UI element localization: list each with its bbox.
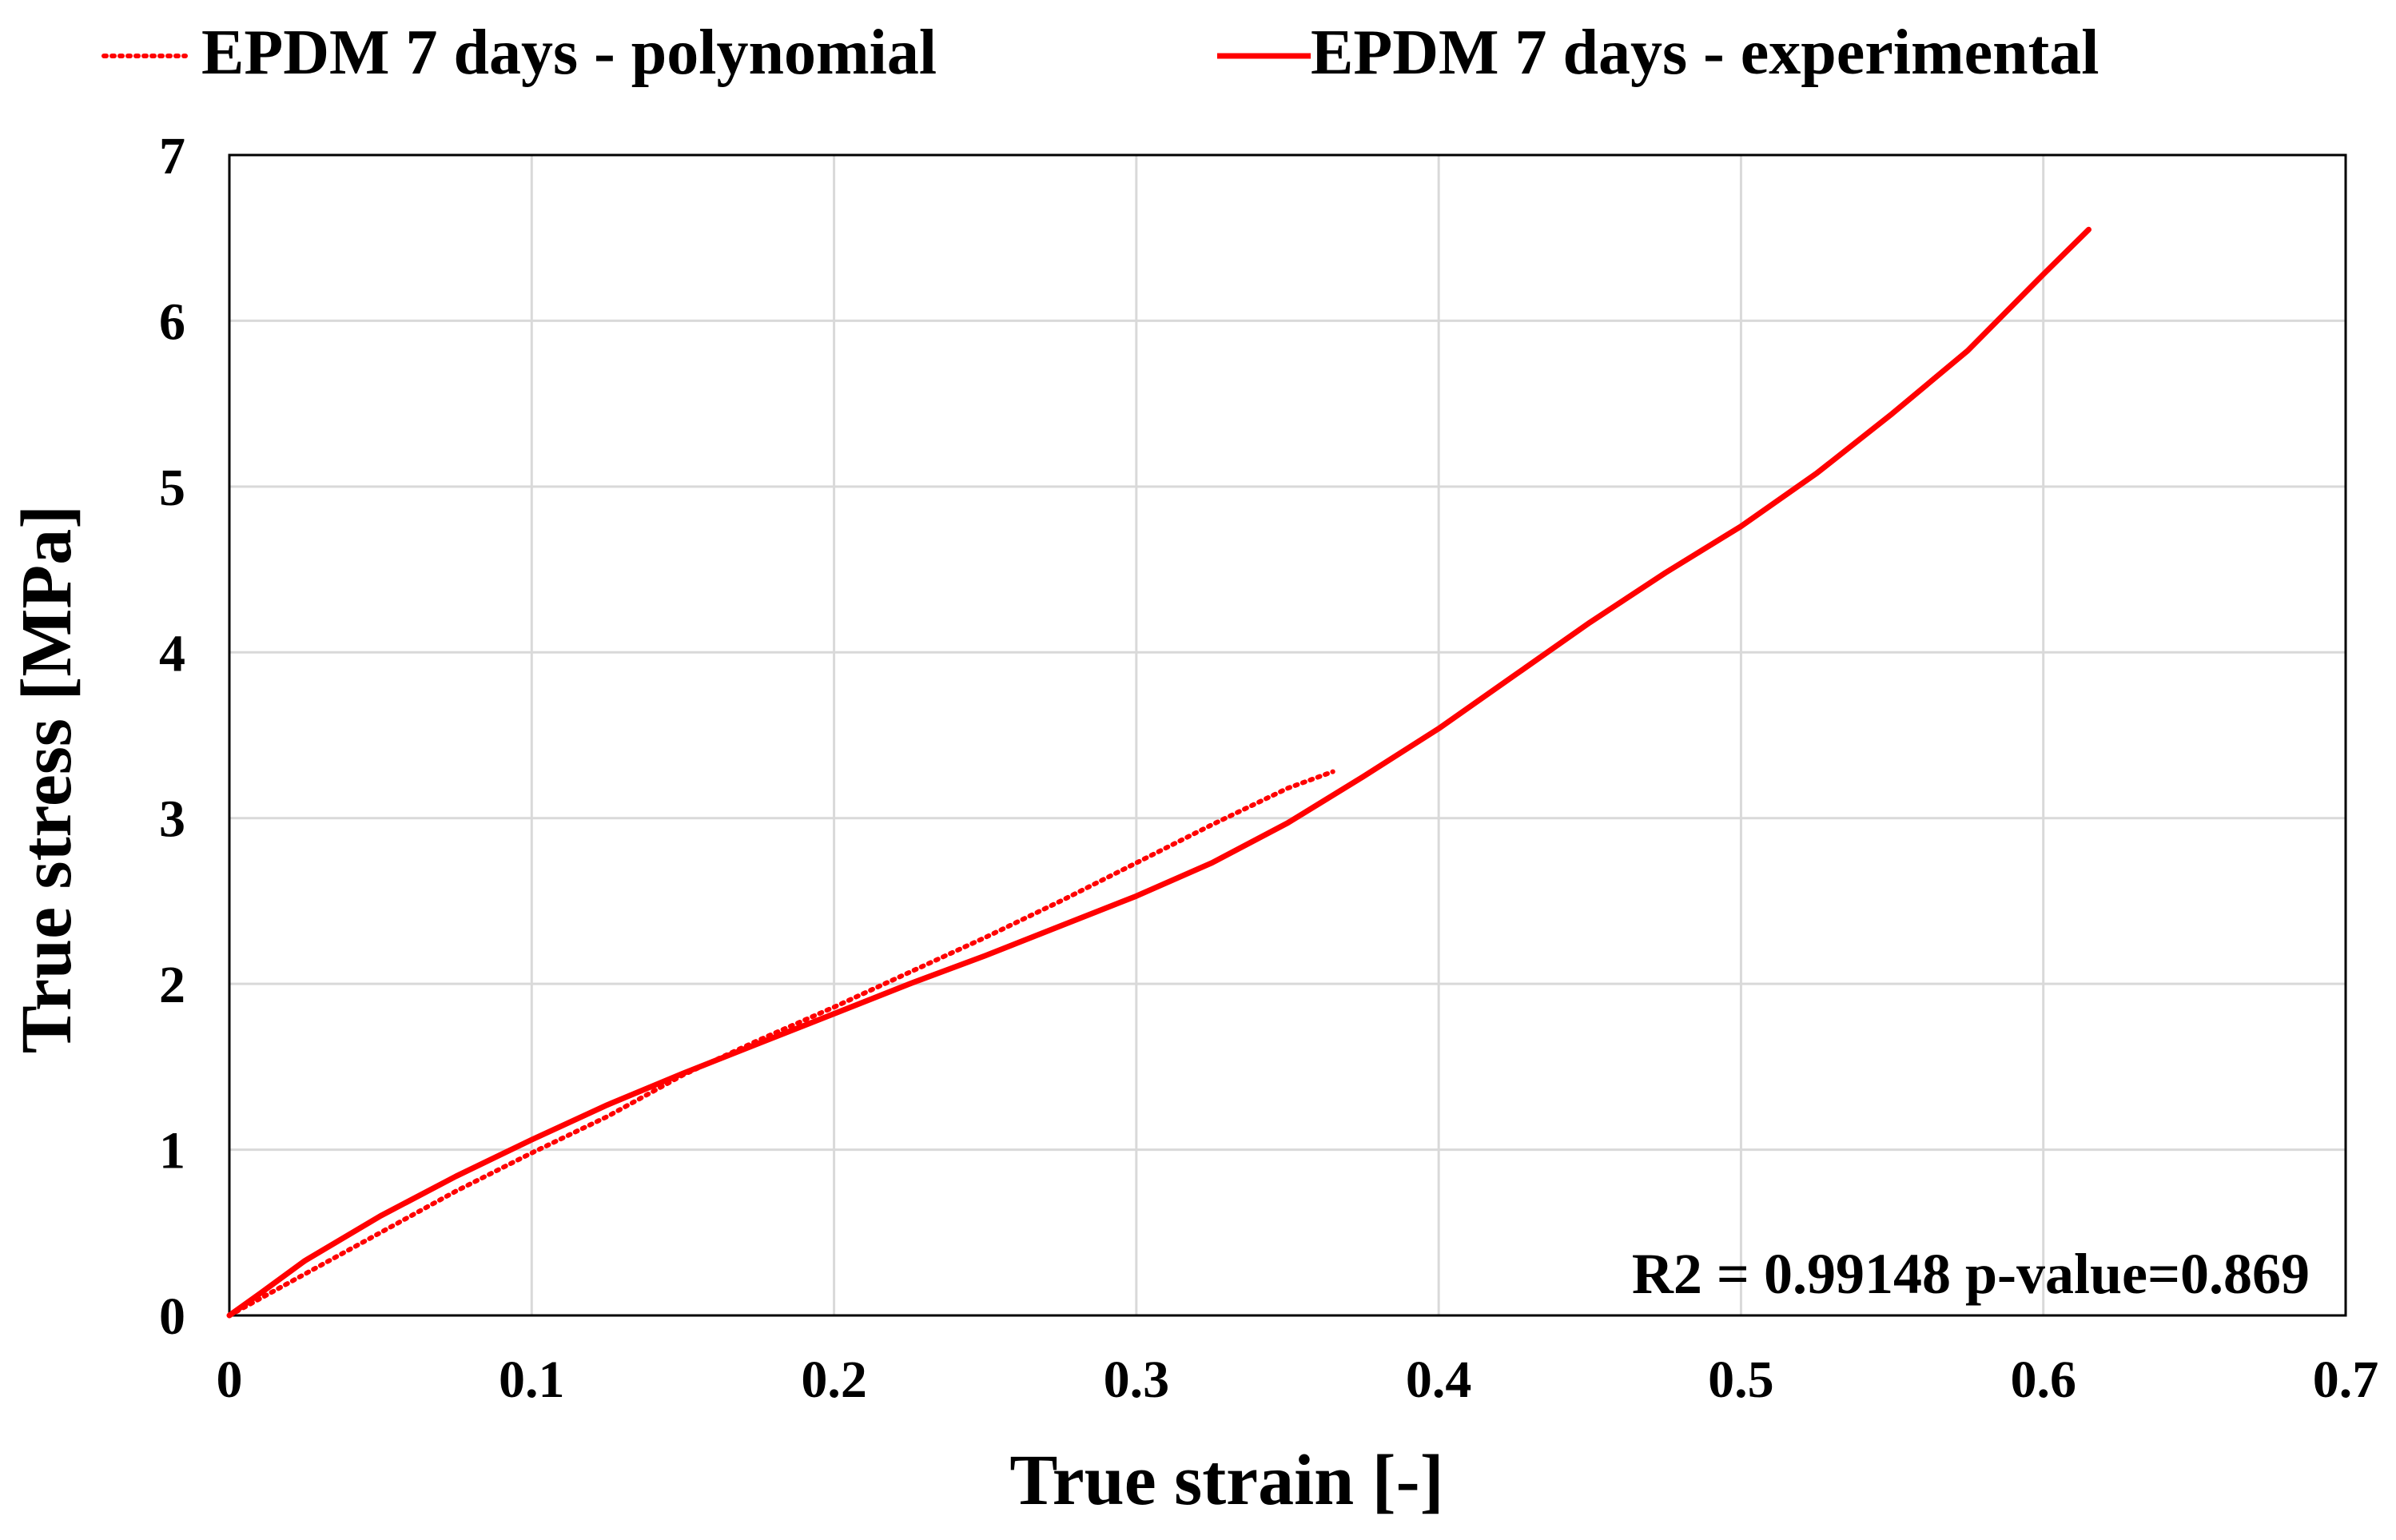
y-tick-label: 5 bbox=[159, 459, 185, 517]
legend-label-experimental: EPDM 7 days - experimental bbox=[1311, 18, 2099, 88]
series-line-polynomial bbox=[227, 769, 1335, 1318]
x-tick-label: 0.4 bbox=[1406, 1351, 1472, 1409]
x-axis-ticks: 0 0.1 0.2 0.3 0.4 0.5 0.6 0.7 bbox=[217, 1351, 2379, 1409]
series-layer bbox=[226, 226, 2092, 1319]
x-tick-label: 0.5 bbox=[1708, 1351, 1774, 1409]
annotation-r2: R2 = 0.99148 p-value=0.869 bbox=[1632, 1242, 2310, 1306]
x-axis-label: True strain [-] bbox=[1009, 1441, 1443, 1520]
y-axis-label: True stress [MPa] bbox=[7, 505, 86, 1053]
y-axis-ticks: 0 1 2 3 4 5 6 7 bbox=[159, 127, 185, 1346]
y-tick-label: 1 bbox=[159, 1122, 185, 1180]
y-tick-label: 7 bbox=[159, 127, 185, 185]
y-tick-label: 0 bbox=[159, 1287, 185, 1346]
x-tick-label: 0.3 bbox=[1104, 1351, 1170, 1409]
y-tick-label: 2 bbox=[159, 956, 185, 1014]
y-tick-label: 3 bbox=[159, 790, 185, 849]
legend-label-polynomial: EPDM 7 days - polynomial bbox=[201, 18, 937, 88]
x-tick-label: 0.7 bbox=[2313, 1351, 2379, 1409]
series-line-experimental bbox=[226, 226, 2092, 1319]
y-tick-label: 6 bbox=[159, 292, 185, 351]
grid bbox=[228, 153, 2347, 1317]
x-tick-label: 0.2 bbox=[801, 1351, 867, 1409]
y-tick-label: 4 bbox=[159, 624, 185, 682]
x-tick-label: 0.6 bbox=[2010, 1351, 2076, 1409]
x-tick-label: 0 bbox=[217, 1351, 243, 1409]
x-tick-label: 0.1 bbox=[499, 1351, 565, 1409]
plot-frame bbox=[228, 153, 2347, 1317]
legend: EPDM 7 days - polynomial EPDM 7 days - e… bbox=[101, 18, 2099, 88]
